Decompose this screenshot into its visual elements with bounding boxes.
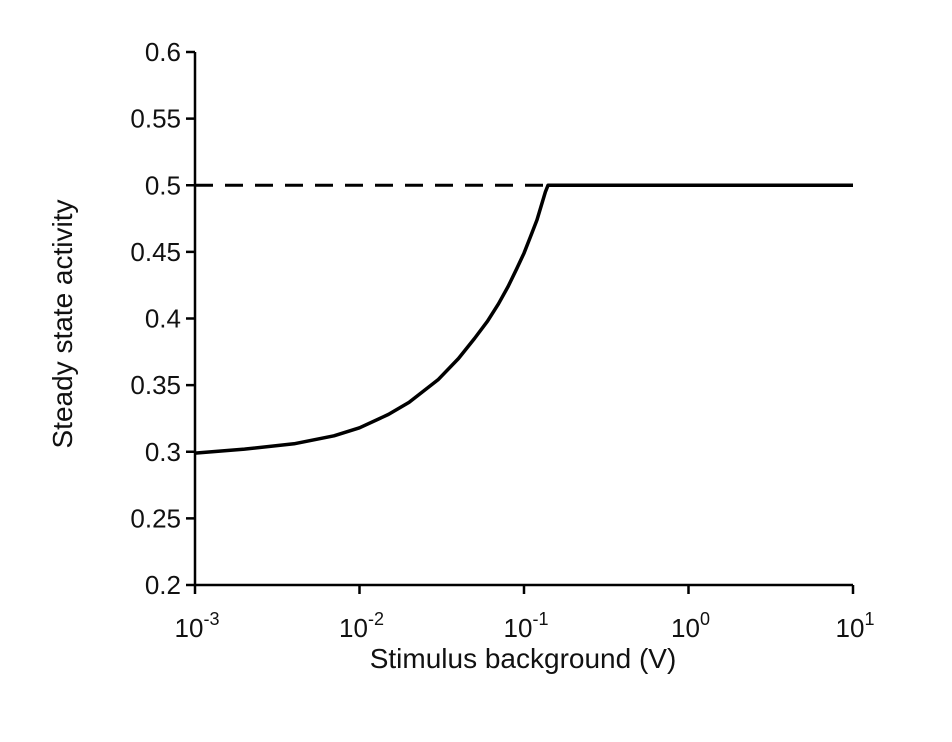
plot-area (194, 183, 853, 455)
x-tick-label: 101 (836, 609, 875, 643)
x-tick-label-exponent: 0 (700, 609, 710, 629)
y-tick-label: 0.4 (145, 304, 181, 334)
y-tick-label: 0.6 (145, 37, 181, 67)
y-tick-label: 0.25 (130, 503, 181, 533)
y-tick-label: 0.5 (145, 170, 181, 200)
x-tick-label-base: 10 (339, 613, 368, 643)
x-tick-label: 100 (671, 609, 710, 643)
y-axis-ticks: 0.2 0.25 0.3 0.35 0.4 0.45 0.5 0.55 0.6 (130, 37, 195, 600)
y-tick-label: 0.3 (145, 437, 181, 467)
x-tick-label: 10-3 (175, 609, 220, 643)
x-tick-label-exponent: -3 (203, 609, 219, 629)
axes (193, 52, 853, 587)
y-tick-label: 0.2 (145, 570, 181, 600)
x-tick-label: 10-1 (504, 609, 549, 643)
x-axis-title: Stimulus background (V) (370, 643, 677, 674)
x-tick-label-base: 10 (836, 613, 865, 643)
x-tick-label-exponent: -2 (368, 609, 384, 629)
y-tick-label: 0.35 (130, 370, 181, 400)
x-tick-label-exponent: -1 (532, 609, 548, 629)
y-axis-title: Steady state activity (47, 199, 78, 448)
series-line (194, 183, 853, 455)
x-tick-label-exponent: 1 (864, 609, 874, 629)
x-tick-label-base: 10 (175, 613, 204, 643)
y-tick-label: 0.55 (130, 104, 181, 134)
x-axis-ticks: 10-3 10-2 10-1 100 101 (175, 585, 875, 643)
x-tick-label: 10-2 (339, 609, 384, 643)
y-tick-label: 0.45 (130, 237, 181, 267)
x-tick-label-base: 10 (671, 613, 700, 643)
x-tick-label-base: 10 (504, 613, 533, 643)
